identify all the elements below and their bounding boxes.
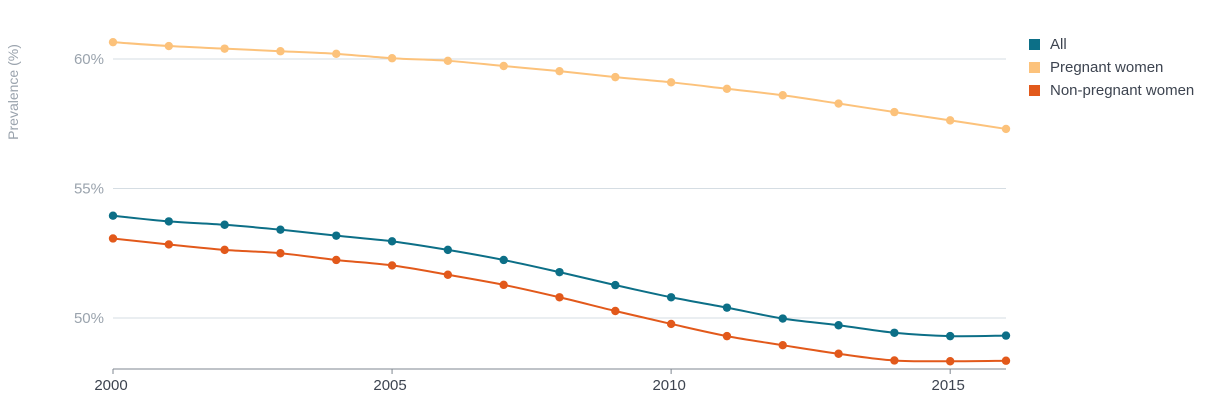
data-point-pregnant-women [443,56,453,66]
x-tick-label: 2015 [932,377,965,394]
legend-swatch-non-pregnant-women [1029,85,1040,96]
data-point-pregnant-women [834,99,843,108]
legend-label-all: All [1050,36,1067,53]
data-point-all [555,267,564,277]
data-point-non-pregnant-women [108,234,118,243]
legend: All Pregnant women Non-pregnant women [1029,33,1194,102]
data-point-pregnant-women [722,84,732,93]
legend-swatch-all [1029,39,1040,50]
y-axis-title: Prevalence (%) [5,44,21,140]
data-point-all [611,280,620,290]
data-point-all [387,237,397,246]
data-point-all [499,255,508,265]
data-point-pregnant-women [611,72,620,82]
data-point-pregnant-women [890,107,899,117]
data-point-pregnant-women [499,61,508,71]
data-point-non-pregnant-women [387,261,397,270]
data-point-all [332,231,341,240]
data-point-non-pregnant-women [443,270,453,279]
data-point-pregnant-women [1001,124,1011,134]
data-point-pregnant-women [220,44,229,53]
data-point-all [108,211,118,220]
data-point-non-pregnant-women [945,357,955,366]
data-point-non-pregnant-women [778,340,787,350]
y-tick-label: 60% [74,51,104,68]
x-tick-label: 2005 [373,377,406,394]
data-point-non-pregnant-women [722,331,732,341]
data-point-all [164,217,174,226]
data-point-non-pregnant-women [834,349,843,358]
data-point-all [443,245,453,255]
series-line-pregnant-women [112,41,1007,130]
data-point-pregnant-women [108,37,118,47]
data-point-all [778,314,787,323]
legend-item-all[interactable]: All [1029,33,1194,56]
data-point-pregnant-women [164,41,174,51]
legend-item-non-pregnant-women[interactable]: Non-pregnant women [1029,79,1194,102]
data-point-pregnant-women [276,47,285,56]
legend-item-pregnant-women[interactable]: Pregnant women [1029,56,1194,79]
data-point-all [220,220,229,229]
data-point-non-pregnant-women [555,293,564,302]
y-tick-label: 55% [74,181,104,198]
data-point-non-pregnant-women [611,306,620,316]
data-point-pregnant-women [387,54,397,63]
data-point-non-pregnant-women [666,319,676,329]
data-point-all [722,303,732,312]
legend-label-non-pregnant-women: Non-pregnant women [1050,82,1195,99]
data-point-non-pregnant-women [499,280,508,290]
data-point-pregnant-women [666,78,676,87]
x-tick-label: 2000 [94,377,127,394]
data-point-pregnant-women [555,66,564,76]
data-point-non-pregnant-women [276,249,285,258]
data-point-non-pregnant-women [1001,356,1011,365]
data-point-pregnant-women [332,49,341,59]
y-tick-label: 50% [74,310,104,327]
data-point-non-pregnant-women [332,255,341,265]
legend-label-pregnant-women: Pregnant women [1050,59,1164,76]
data-point-all [945,331,955,341]
data-point-all [834,321,843,330]
data-point-all [666,293,676,302]
data-point-pregnant-women [945,116,955,125]
data-point-all [1001,331,1011,340]
x-tick-label: 2010 [652,377,685,394]
data-point-all [890,328,899,337]
data-point-non-pregnant-women [220,245,229,255]
data-point-non-pregnant-women [164,240,174,249]
data-point-non-pregnant-women [890,356,899,365]
data-point-pregnant-women [778,91,787,100]
legend-swatch-pregnant-women [1029,62,1040,73]
data-point-all [276,225,285,234]
